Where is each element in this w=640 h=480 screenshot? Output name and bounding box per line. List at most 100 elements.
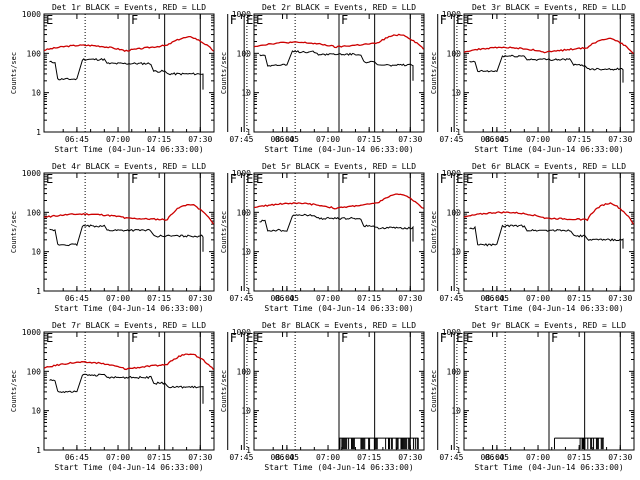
events-curve [259, 50, 414, 81]
marker-label: E [466, 331, 473, 345]
y-tick-label: 10 [241, 407, 251, 416]
y-tick-label: 1000 [232, 328, 251, 337]
y-tick-label: 10 [31, 89, 41, 98]
x-tick-label: 07:15 [357, 294, 381, 303]
marker-label: E [256, 331, 263, 345]
y-tick-label: 1000 [22, 10, 41, 19]
lld-curve [463, 37, 634, 55]
y-tick-label: 1000 [442, 169, 461, 178]
events-curve [259, 213, 414, 242]
chart-title: Det 4r BLACK = Events, RED = LLD [52, 162, 206, 171]
x-tick-label: 07:45 [229, 135, 253, 144]
x-tick-label: 07:30 [398, 135, 422, 144]
x-axis-label: Start Time (04-Jun-14 06:33:00) [474, 145, 623, 154]
x-tick-label: 07:15 [147, 453, 171, 462]
y-tick-label: 100 [237, 208, 252, 217]
x-axis-label: Start Time (04-Jun-14 06:33:00) [54, 463, 203, 472]
x-tick-label: 07:00 [526, 135, 550, 144]
y-tick-label: 1 [36, 446, 41, 455]
marker-label: F [341, 331, 348, 345]
x-tick-label: 07:15 [567, 294, 591, 303]
y-tick-label: 100 [237, 49, 252, 58]
y-tick-label: 1000 [232, 10, 251, 19]
y-tick-label: 10 [31, 407, 41, 416]
x-tick-label: 06:45 [485, 294, 509, 303]
lld-curve [43, 35, 214, 52]
x-tick-label: 07:00 [316, 453, 340, 462]
chart-title: Det 5r BLACK = Events, RED = LLD [262, 162, 416, 171]
x-tick-label: 08:00 [481, 294, 505, 303]
y-axis-label: Counts/sec [220, 211, 228, 253]
y-axis-label: Counts/sec [430, 52, 438, 94]
marker-label: F [131, 13, 138, 27]
marker-label: E [456, 13, 463, 27]
x-tick-label: 07:00 [316, 294, 340, 303]
x-tick-label: 07:15 [357, 135, 381, 144]
x-tick-label: 07:45 [439, 453, 463, 462]
y-tick-label: 1 [456, 128, 461, 137]
x-tick-label: 07:15 [147, 294, 171, 303]
y-tick-label: 1 [36, 128, 41, 137]
chart-panel: Det 2r BLACK = Events, RED = LLD11010010… [220, 3, 505, 154]
x-axis-label: Start Time (04-Jun-14 06:33:00) [54, 145, 203, 154]
y-axis-label: Counts/sec [430, 370, 438, 412]
chart-panel: Det 1r BLACK = Events, RED = LLD11010010… [10, 3, 295, 154]
y-axis-label: Counts/sec [430, 211, 438, 253]
marker-label: E [466, 13, 473, 27]
chart-panel: Det 7r BLACK = Events, RED = LLD11010010… [10, 321, 295, 472]
marker-label: F [440, 172, 447, 186]
x-axis-label: Start Time (04-Jun-14 06:33:00) [474, 463, 623, 472]
x-tick-label: 07:15 [357, 453, 381, 462]
x-tick-label: 07:00 [106, 453, 130, 462]
y-tick-label: 10 [451, 248, 461, 257]
lld-curve [43, 203, 215, 225]
marker-label: E [256, 172, 263, 186]
x-tick-label: 07:15 [147, 135, 171, 144]
y-axis-label: Counts/sec [10, 370, 18, 412]
x-tick-label: 06:45 [275, 135, 299, 144]
y-tick-label: 100 [27, 49, 42, 58]
y-tick-label: 100 [447, 49, 462, 58]
y-tick-label: 1 [246, 128, 251, 137]
marker-label: E [46, 172, 53, 186]
x-tick-label: 07:30 [188, 135, 212, 144]
x-tick-label: 07:30 [188, 453, 212, 462]
x-tick-label: 06:45 [65, 135, 89, 144]
y-tick-label: 10 [451, 89, 461, 98]
marker-label: E [456, 331, 463, 345]
x-tick-label: 07:00 [526, 294, 550, 303]
marker-label: F [230, 331, 237, 345]
y-tick-label: 100 [237, 367, 252, 376]
marker-label: E [246, 331, 253, 345]
chart-title: Det 8r BLACK = Events, RED = LLD [262, 321, 416, 330]
y-tick-label: 10 [451, 407, 461, 416]
y-tick-label: 1000 [442, 328, 461, 337]
x-axis-label: Start Time (04-Jun-14 06:33:00) [264, 304, 413, 313]
lld-curve [253, 33, 425, 50]
chart-panel: Det 5r BLACK = Events, RED = LLD11010010… [220, 162, 505, 313]
y-tick-label: 10 [31, 248, 41, 257]
x-tick-label: 07:30 [608, 453, 632, 462]
y-axis-label: Counts/sec [10, 211, 18, 253]
marker-label: F [551, 331, 558, 345]
y-tick-label: 1000 [22, 169, 41, 178]
y-tick-label: 100 [447, 208, 462, 217]
y-tick-label: 10 [241, 89, 251, 98]
y-tick-label: 1000 [22, 328, 41, 337]
chart-panel: Det 9r BLACK = Events, RED = LLD 1 10 100 10… [430, 321, 635, 472]
chart-panel: Det 4r BLACK = Events, RED = LLD11010010… [10, 162, 295, 313]
y-axis-label: Counts/sec [10, 52, 18, 94]
marker-label: F [440, 331, 447, 345]
x-axis-label: Start Time (04-Jun-14 06:33:00) [264, 145, 413, 154]
marker-label: F [551, 13, 558, 27]
y-tick-label: 1000 [232, 169, 251, 178]
marker-label: F [230, 172, 237, 186]
x-tick-label: 06:45 [485, 453, 509, 462]
y-axis-label: Counts/sec [220, 370, 228, 412]
x-tick-label: 08:00 [271, 294, 295, 303]
chart-title: Det 3r BLACK = Events, RED = LLD [472, 3, 626, 12]
y-tick-label: 1 [246, 446, 251, 455]
x-tick-label: 07:30 [398, 453, 422, 462]
marker-label: E [466, 172, 473, 186]
